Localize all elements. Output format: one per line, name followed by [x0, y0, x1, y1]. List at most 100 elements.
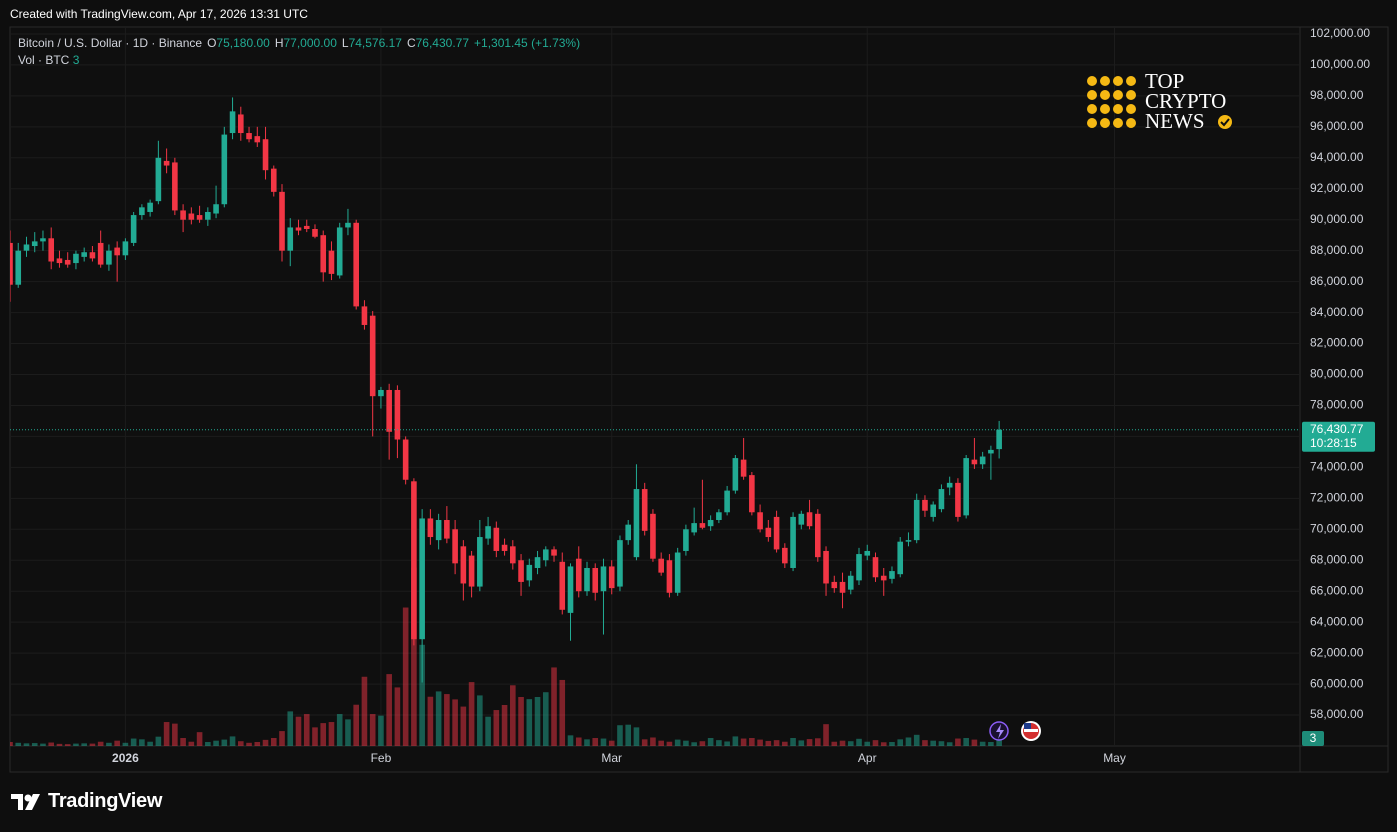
y-tick-label: 90,000.00	[1310, 212, 1364, 226]
y-tick-label: 92,000.00	[1310, 181, 1364, 195]
volume-bar	[452, 699, 458, 746]
candle-body	[988, 449, 994, 454]
candle-body	[361, 306, 368, 325]
y-tick-label: 96,000.00	[1310, 119, 1364, 133]
volume-bar	[963, 738, 969, 746]
candle-body	[757, 512, 763, 530]
last-price-box	[1302, 421, 1375, 452]
volume-bar	[732, 736, 739, 746]
y-tick-label: 88,000.00	[1310, 243, 1364, 257]
candle-body	[641, 489, 648, 531]
candle-body	[880, 575, 887, 581]
volume-bar	[930, 740, 936, 746]
volume-bar	[567, 735, 574, 746]
volume-bar	[353, 704, 359, 746]
candle-body	[270, 168, 277, 192]
volume-bar	[534, 697, 541, 746]
candle-body	[139, 207, 145, 216]
volume-bar	[180, 738, 186, 746]
volume-bar	[279, 731, 285, 746]
candle-body	[732, 458, 739, 491]
volume-bar	[608, 740, 615, 746]
candle-body	[913, 499, 920, 541]
volume-bar	[814, 738, 821, 746]
ohlc-value: 74,576.17	[348, 36, 402, 50]
y-tick-label: 74,000.00	[1310, 460, 1364, 474]
legend: Bitcoin / U.S. Dollar · 1D · Binance O75,…	[18, 35, 580, 69]
volume-bar	[559, 679, 566, 746]
y-tick-label: 60,000.00	[1310, 676, 1364, 690]
volume-bar	[147, 741, 153, 746]
candle-body	[303, 225, 310, 230]
last-price-label: 76,430.77	[1310, 422, 1364, 436]
candle-body	[691, 523, 697, 533]
volume-bar	[996, 738, 1002, 746]
candle-body	[295, 227, 302, 231]
candle-body	[106, 250, 112, 265]
watermark-text: NEWS	[1145, 109, 1205, 133]
volume-bar	[188, 741, 195, 746]
volume-bar	[979, 741, 986, 746]
candle-body	[551, 549, 557, 556]
volume-bar	[312, 727, 318, 746]
candle-body	[955, 482, 961, 517]
ohlc-key: H	[274, 36, 284, 50]
candle-body	[831, 581, 838, 589]
volume-name: Vol · BTC	[18, 53, 70, 67]
candle-body	[213, 204, 219, 214]
candle-body	[485, 526, 491, 539]
volume-bar	[946, 742, 953, 746]
candle-body	[856, 554, 862, 581]
countdown: 10:28:15	[1310, 436, 1357, 450]
volume-bar	[518, 697, 524, 746]
volume-bar	[699, 741, 706, 746]
volume-bar	[658, 740, 664, 746]
candle-body	[674, 552, 681, 593]
volume-bar	[510, 685, 516, 746]
ohlc-value: 76,430.77	[415, 36, 470, 50]
volume-bar	[839, 740, 846, 746]
candle-body	[287, 227, 294, 251]
candle-body	[73, 253, 79, 264]
volume-bar	[551, 667, 557, 746]
volume-bar	[526, 699, 533, 746]
candle-body	[963, 458, 969, 516]
last-volume-box	[1302, 731, 1324, 747]
volume-bar	[575, 737, 582, 746]
candle-body	[386, 389, 392, 432]
candle-body	[534, 557, 541, 568]
volume-bar	[773, 740, 780, 746]
candle-body	[946, 482, 953, 488]
ohlc-value: 77,000.00	[283, 36, 337, 50]
y-tick-label: 98,000.00	[1310, 88, 1364, 102]
volume-bar	[765, 740, 772, 746]
candle-body	[246, 133, 252, 140]
event-icons[interactable]	[989, 721, 1041, 741]
volume-bar	[163, 722, 170, 746]
volume-bar	[435, 691, 442, 746]
y-tick-label: 68,000.00	[1310, 552, 1364, 566]
candle-body	[205, 211, 211, 220]
candle-body	[724, 490, 730, 513]
candle-body	[40, 238, 46, 242]
candle-body	[237, 114, 244, 134]
volume-bar	[172, 723, 178, 746]
last-volume-label: 3	[1310, 731, 1317, 745]
volume-bar	[468, 682, 475, 746]
candle-body	[658, 558, 664, 573]
candle-body	[938, 489, 945, 510]
candle-body	[411, 481, 417, 640]
volume-bar	[938, 741, 945, 746]
volume-bar	[724, 741, 730, 746]
volume-bar	[10, 742, 13, 746]
volume-bar	[988, 742, 994, 746]
y-tick-label: 66,000.00	[1310, 583, 1364, 597]
volume-bar	[501, 704, 508, 746]
candle-body	[897, 541, 904, 575]
volume-bar	[707, 738, 714, 746]
candle-body	[468, 555, 475, 587]
volume-bar	[213, 740, 219, 746]
candle-body	[600, 566, 607, 592]
volume-value: 3	[72, 53, 80, 67]
volume-bar	[971, 739, 978, 746]
